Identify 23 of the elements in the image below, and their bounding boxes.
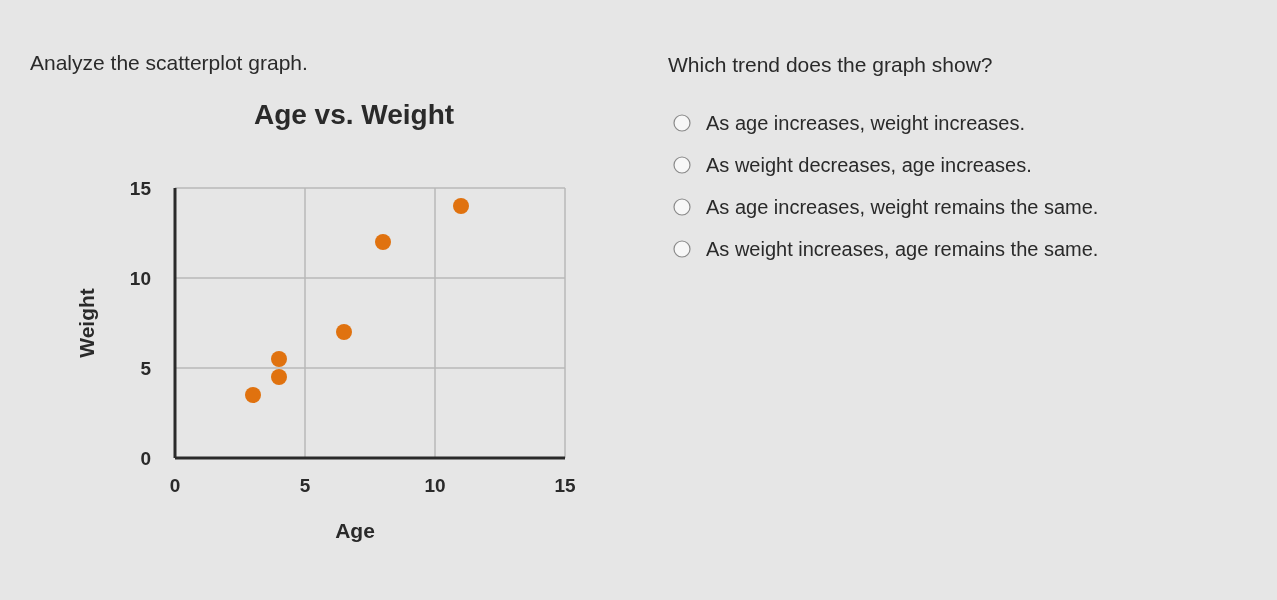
- y-axis-title: Weight: [75, 288, 98, 358]
- text: As age increases, weight increases.: [706, 112, 1026, 134]
- x-tick-label: 5: [299, 475, 311, 496]
- text: As weight decreases, age increases.: [706, 154, 1032, 176]
- text: As age increases, weight remains the same.: [706, 196, 1099, 218]
- x-tick-label: 0: [169, 475, 181, 496]
- y-tick-label: 0: [140, 447, 151, 469]
- point: [245, 387, 261, 403]
- point: [271, 351, 287, 367]
- chart-title: Age vs. Weight: [253, 99, 455, 130]
- x-tick-label: 15: [554, 475, 576, 496]
- y-tick-label: 5: [140, 357, 152, 379]
- x-axis-title: Age: [335, 519, 375, 542]
- y-tick-label: 10: [129, 267, 151, 289]
- x-tick-label: 10: [424, 475, 446, 496]
- y-tick-label: 15: [129, 177, 152, 199]
- point: [375, 234, 391, 250]
- point: [453, 198, 469, 214]
- text: Analyze the scatterplot graph.: [30, 51, 308, 74]
- text: Which trend does the graph show?: [668, 53, 993, 76]
- text: As weight increases, age remains the same.: [706, 238, 1099, 260]
- point: [336, 324, 352, 340]
- point: [271, 369, 287, 385]
